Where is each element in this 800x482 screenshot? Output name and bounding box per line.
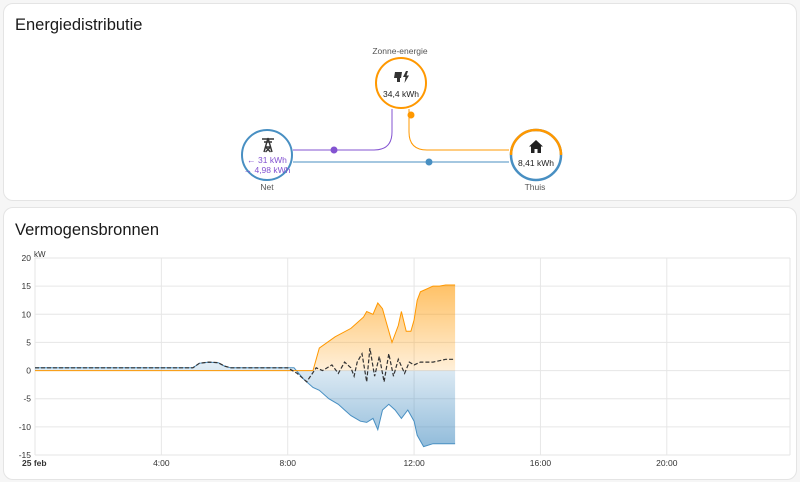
y-tick-label: -10 [19, 422, 32, 432]
x-tick-label: 12:00 [403, 458, 425, 468]
solar-value: 34,4 kWh [383, 89, 419, 99]
home-label: Thuis [524, 182, 546, 192]
power-sources-card: Vermogensbronnen 20 15 10 5 0 -5 -10 -15 25 feb 4… [3, 207, 797, 480]
y-tick-label: -5 [23, 394, 31, 404]
x-tick-label: 8:00 [279, 458, 296, 468]
grid-export-value: → 4,98 kWh [243, 165, 291, 175]
y-tick-label: 20 [22, 253, 32, 263]
x-tick-label: 25 feb [22, 458, 47, 468]
flow-solar-grid [293, 109, 393, 151]
flow-solar-home [408, 109, 509, 151]
y-tick-label: 15 [22, 281, 32, 291]
x-tick-label: 16:00 [530, 458, 552, 468]
flow-dot-import [425, 158, 433, 166]
y-tick-label: 0 [26, 366, 31, 376]
energy-distribution-card: Energiedistributie Zonne-energie 34,4 kW… [3, 3, 797, 201]
y-axis-unit: kW [34, 250, 46, 259]
home-ring [509, 128, 563, 182]
solar-series-line [35, 284, 456, 372]
grid-label: Net [260, 182, 274, 192]
energy-flow-lines [293, 109, 509, 166]
solar-area [35, 285, 456, 371]
home-value: 8,41 kWh [518, 158, 554, 168]
x-tick-label: 20:00 [656, 458, 678, 468]
solar-label: Zonne-energie [372, 46, 428, 56]
grid-import-value: ← 31 kWh [247, 155, 287, 165]
flow-dot-solar [407, 111, 415, 119]
grid-node[interactable]: ← 31 kWh → 4,98 kWh [241, 129, 293, 181]
solar-panel-icon [394, 71, 409, 83]
y-tick-label: 5 [26, 337, 31, 347]
flow-dot-export [330, 146, 338, 154]
energy-distribution-title: Energiedistributie [15, 16, 143, 34]
grid-area [35, 362, 456, 447]
home-icon [529, 140, 543, 153]
solar-node[interactable]: 34,4 kWh [375, 57, 427, 109]
y-tick-label: 10 [22, 309, 32, 319]
transmission-tower-icon [262, 137, 274, 153]
x-tick-label: 4:00 [153, 458, 170, 468]
y-tick-label: -15 [19, 450, 32, 460]
home-node[interactable]: 8,41 kWh [511, 130, 561, 180]
consumption-series-line [35, 348, 456, 383]
power-sources-title: Vermogensbronnen [15, 221, 160, 239]
grid-series-line [35, 361, 456, 448]
